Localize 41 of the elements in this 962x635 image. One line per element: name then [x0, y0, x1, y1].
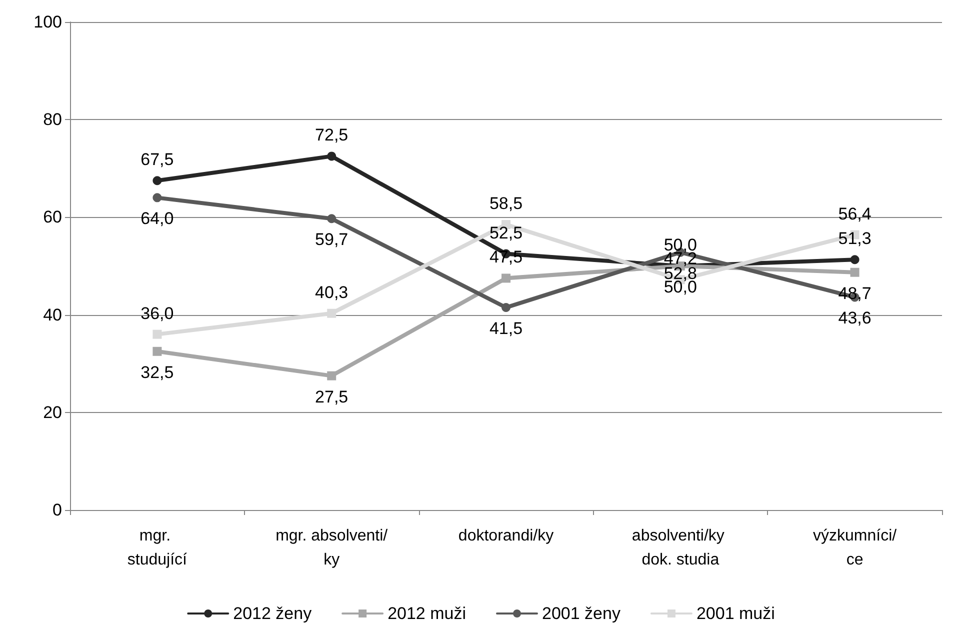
- point: [502, 274, 510, 283]
- legend-label: 2001 muži: [696, 604, 775, 623]
- point: [152, 176, 162, 186]
- data-label: 41,5: [489, 318, 523, 338]
- data-label: 56,4: [838, 204, 872, 224]
- data-label: 59,7: [315, 230, 348, 250]
- y-tick-label: 20: [43, 402, 62, 422]
- data-label: 43,6: [838, 308, 872, 328]
- data-label: 32,5: [140, 362, 174, 382]
- x-tick-label: mgr. studující: [127, 528, 188, 568]
- y-tick-label: 80: [43, 110, 62, 130]
- point: [850, 268, 860, 277]
- legend-label: 2012 muži: [388, 604, 466, 623]
- point: [502, 302, 510, 312]
- y-tick-label: 40: [43, 305, 62, 324]
- x-tick-label: výzkumníci/ce: [813, 528, 898, 568]
- point: [327, 214, 336, 224]
- y-tick-label: 0: [52, 500, 62, 520]
- point: [152, 193, 162, 202]
- point: [850, 255, 860, 264]
- data-label: 52,5: [489, 223, 523, 242]
- data-label: 72,5: [315, 126, 348, 145]
- x-tick-label: mgr. absolventi/ky: [276, 528, 388, 568]
- point: [152, 346, 162, 356]
- data-label: 67,5: [140, 150, 174, 170]
- legend-label: 2001 ženy: [542, 604, 621, 623]
- legend-label: 2012 ženy: [233, 604, 312, 623]
- data-label: 58,5: [489, 194, 523, 214]
- data-label: 51,3: [838, 229, 872, 248]
- data-label: 27,5: [315, 387, 348, 406]
- x-tick-label: doktorandi/ky: [458, 528, 554, 544]
- point: [327, 152, 336, 161]
- point: [327, 308, 336, 318]
- data-label: 36,0: [140, 304, 174, 323]
- data-label: 64,0: [140, 209, 174, 228]
- data-label: 40,3: [315, 282, 348, 302]
- point: [327, 371, 336, 380]
- y-tick-label: 100: [34, 12, 62, 32]
- y-tick-label: 60: [43, 208, 62, 227]
- x-tick-label: absolventi/ky dok. studia: [632, 528, 729, 568]
- point: [152, 330, 162, 339]
